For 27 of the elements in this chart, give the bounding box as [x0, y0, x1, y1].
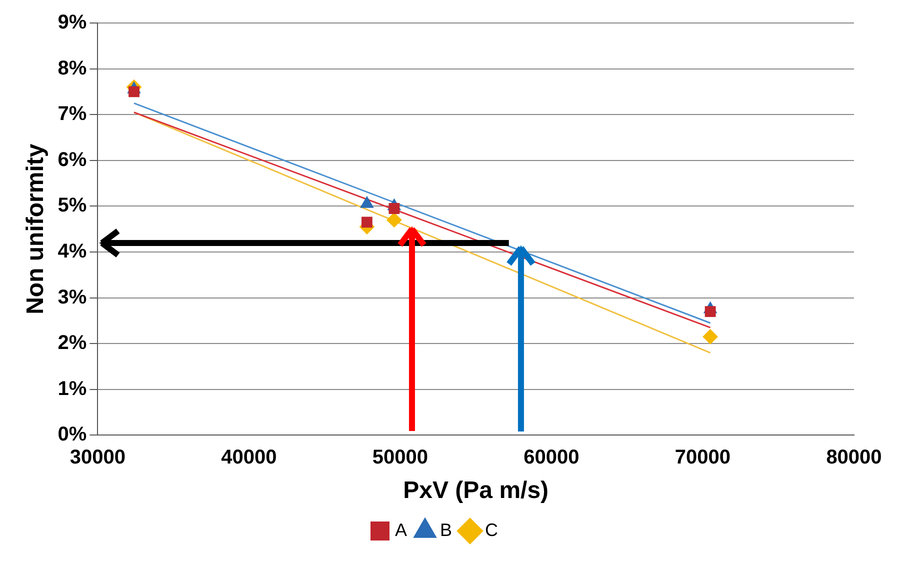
x-tick-label: 50000 — [372, 446, 428, 469]
y-tick-label: 4% — [58, 240, 87, 263]
y-tick-label: 1% — [58, 378, 87, 400]
x-tick-label: 60000 — [524, 446, 580, 469]
point — [128, 86, 140, 98]
x-axis-title: PxV (Pa m/s) — [403, 477, 549, 504]
y-tick-label: 9% — [58, 12, 87, 34]
point — [388, 203, 400, 214]
y-axis-title: Non uniformity — [22, 143, 50, 314]
x-tick-label: 80000 — [826, 446, 882, 469]
y-tick-label: 5% — [58, 194, 87, 217]
point — [702, 329, 718, 344]
legend-label: B — [440, 520, 452, 540]
y-tick-label: 2% — [58, 332, 87, 354]
x-tick-label: 70000 — [674, 446, 731, 469]
point — [386, 212, 402, 228]
y-tick-label: 6% — [58, 148, 87, 171]
y-tick-label: 7% — [58, 103, 87, 126]
y-tick-label: 8% — [58, 57, 87, 80]
point — [704, 306, 716, 317]
x-tick-label: 40000 — [221, 446, 277, 469]
y-tick-label: 3% — [58, 286, 87, 308]
legend-label: A — [394, 520, 408, 540]
x-tick-label: 30000 — [70, 446, 126, 469]
y-tick-label: 0% — [58, 424, 87, 446]
point — [361, 216, 372, 228]
legend-label: C — [485, 520, 498, 540]
